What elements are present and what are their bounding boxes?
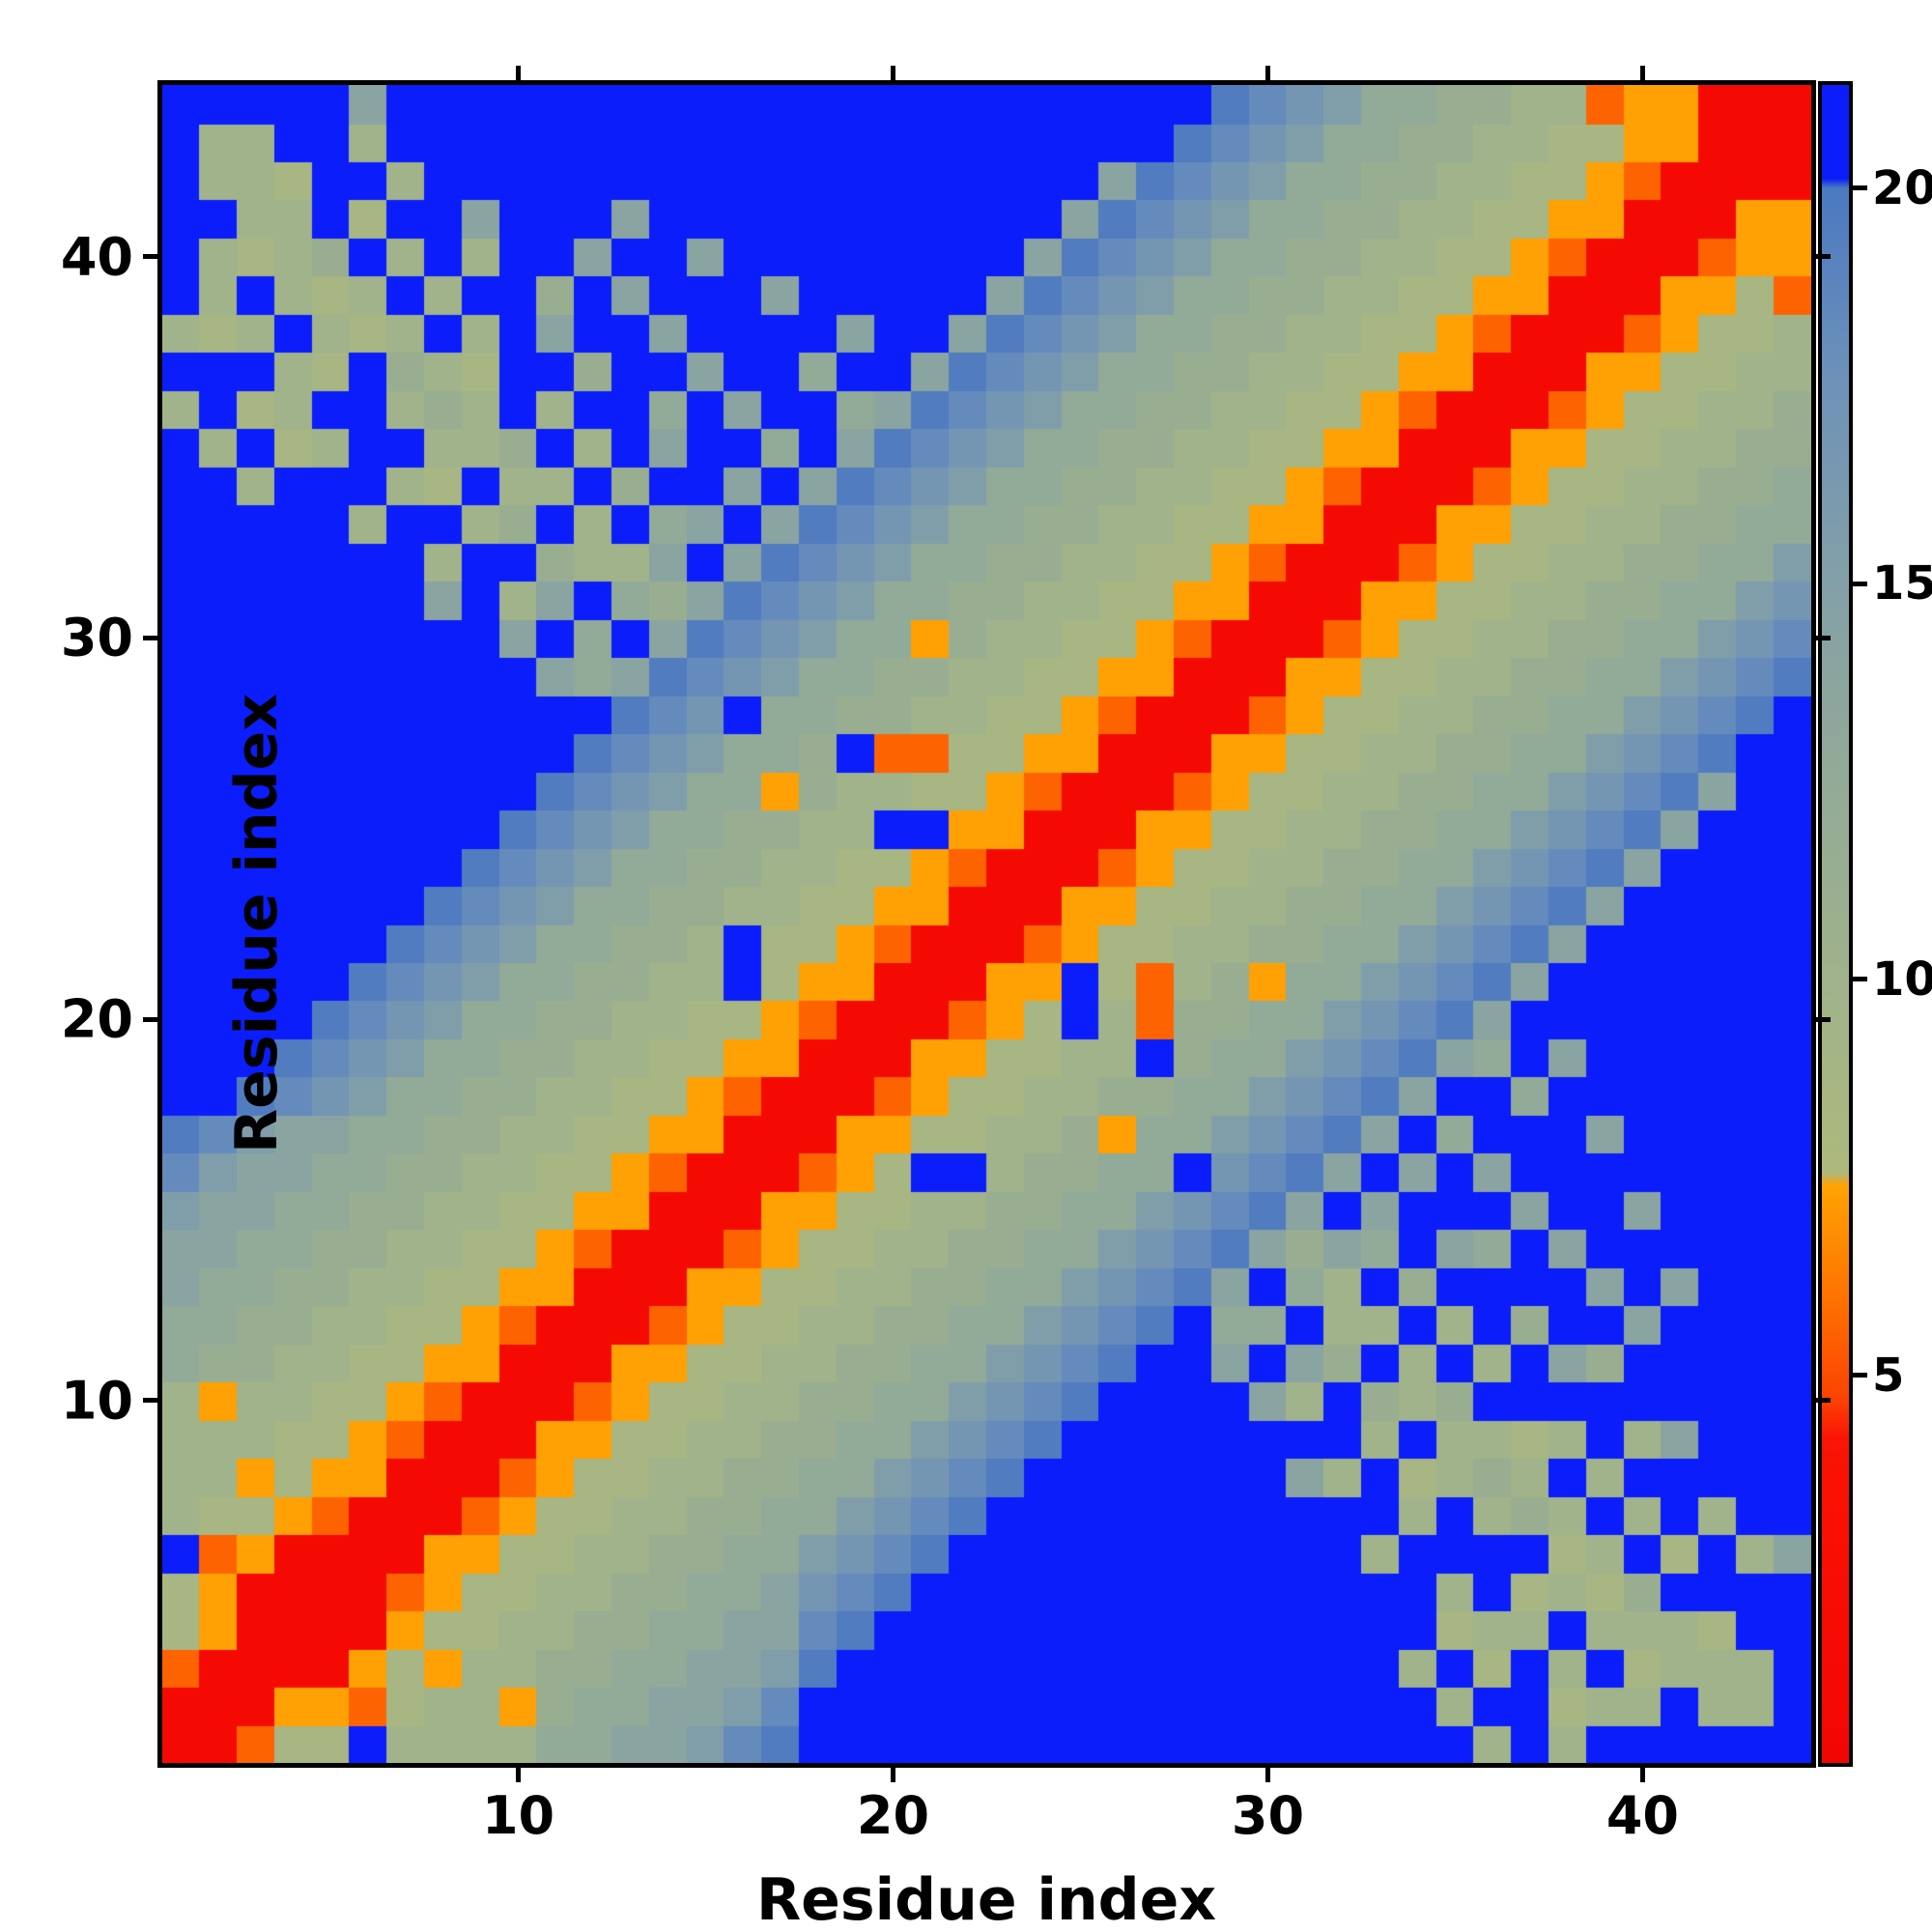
- y-tick-label: 10: [60, 1370, 133, 1432]
- x-tick-bottom: [1639, 1768, 1645, 1782]
- x-tick-label: 10: [481, 1785, 555, 1846]
- y-tick-right: [1816, 635, 1831, 640]
- colorbar-tick-label: 15: [1872, 556, 1932, 611]
- residue-distance-heatmap: [162, 85, 1811, 1763]
- heatmap-plot-area: [157, 80, 1816, 1768]
- colorbar-tick: [1853, 185, 1867, 190]
- x-tick-bottom: [1264, 1768, 1270, 1782]
- colorbar-tick-label: 20: [1872, 160, 1932, 215]
- x-tick-top: [1639, 66, 1645, 80]
- x-tick-top: [516, 66, 522, 80]
- x-tick-top: [891, 66, 895, 80]
- x-tick-label: 20: [856, 1785, 930, 1846]
- colorbar-tick-label: 10: [1872, 952, 1932, 1007]
- y-tick-left: [143, 1398, 157, 1404]
- x-tick-bottom: [891, 1768, 895, 1782]
- colorbar-tick: [1853, 581, 1867, 586]
- x-tick-top: [1264, 66, 1270, 80]
- y-tick-label: 20: [60, 988, 133, 1050]
- y-tick-left: [143, 1016, 157, 1022]
- x-axis-label: Residue index: [755, 1866, 1217, 1932]
- y-tick-right: [1816, 1398, 1831, 1404]
- y-tick-right: [1816, 1016, 1831, 1022]
- x-tick-label: 30: [1231, 1785, 1305, 1846]
- x-tick-bottom: [516, 1768, 522, 1782]
- y-tick-left: [143, 635, 157, 640]
- colorbar-tick-label: 5: [1872, 1348, 1905, 1403]
- colorbar: [1818, 81, 1853, 1767]
- y-tick-left: [143, 254, 157, 260]
- y-tick-right: [1816, 254, 1831, 260]
- colorbar-tick: [1853, 977, 1867, 982]
- y-tick-label: 30: [60, 607, 133, 668]
- y-axis-label: Residue index: [223, 693, 292, 1154]
- y-tick-label: 40: [60, 226, 133, 288]
- x-tick-label: 40: [1605, 1785, 1679, 1846]
- colorbar-tick: [1853, 1373, 1867, 1378]
